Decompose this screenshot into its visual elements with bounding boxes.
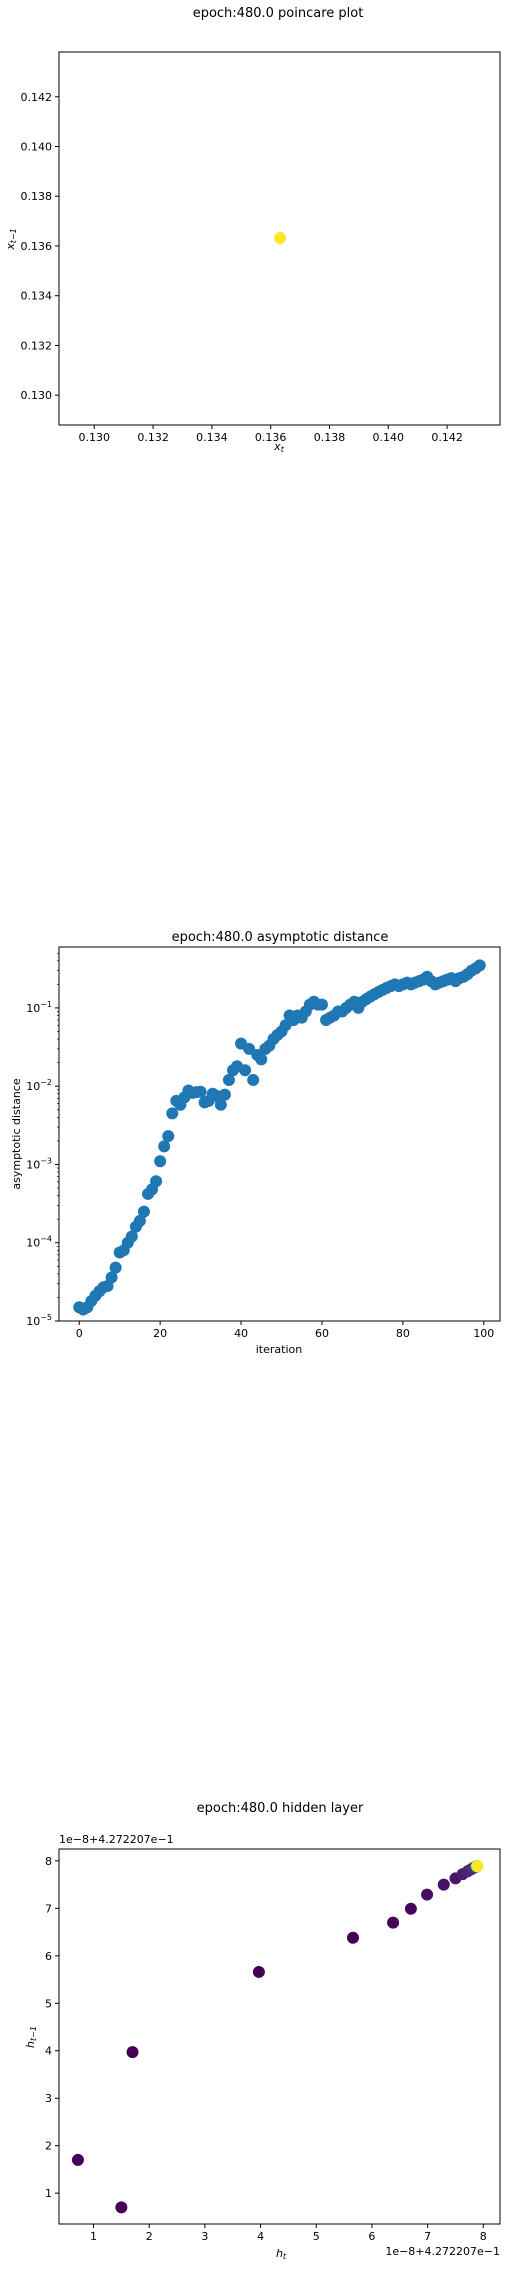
asymptotic-y-tick-label: 10−5 <box>26 1313 52 1328</box>
poincare-y-tick-label: 0.142 <box>21 91 53 104</box>
hidden-y-ticks: 1 2 3 4 5 6 7 8 <box>45 1855 59 2200</box>
asymptotic-point <box>166 1107 179 1120</box>
asymptotic-y-tick-label: 10−1 <box>26 1000 52 1015</box>
hidden-x-tick-label: 2 <box>146 2230 153 2243</box>
hidden-y-tick-label: 8 <box>45 1855 52 1868</box>
hidden-point <box>115 2201 128 2214</box>
hidden-y-tick-label: 6 <box>45 1950 52 1963</box>
asymptotic-y-tick-label: 10−3 <box>26 1156 52 1171</box>
poincare-y-tick-label: 0.140 <box>21 140 53 153</box>
asymptotic-point <box>125 1230 138 1243</box>
hidden-layer-chart: epoch:480.0 hidden layer 1e−8+4.272207e−… <box>24 1801 501 2261</box>
asymptotic-x-ticks: 0 20 40 60 80 100 <box>76 1321 494 1340</box>
poincare-x-tick-label: 0.136 <box>255 431 287 444</box>
asymptotic-point <box>222 1073 235 1086</box>
poincare-point <box>274 232 287 245</box>
hidden-y-tick-label: 3 <box>45 2092 52 2105</box>
asymptotic-point <box>158 1140 171 1153</box>
poincare-x-tick-label: 0.132 <box>137 431 169 444</box>
hidden-x-offset-label: 1e−8+4.272207e−1 <box>385 2245 500 2258</box>
hidden-point <box>71 2153 84 2166</box>
hidden-y-tick-label: 5 <box>45 1997 52 2010</box>
hidden-point <box>252 1965 265 1978</box>
asymptotic-y-ticks: 10−5 10−4 10−3 10−2 10−1 <box>26 952 59 1328</box>
poincare-y-tick-label: 0.132 <box>21 339 53 352</box>
asymptotic-point <box>218 1088 231 1101</box>
hidden-x-tick-label: 1 <box>90 2230 97 2243</box>
asymptotic-point <box>239 1064 252 1077</box>
poincare-title: epoch:480.0 poincare plot <box>193 6 364 21</box>
asymptotic-y-tick-label: 10−2 <box>26 1078 52 1093</box>
hidden-axes-frame <box>58 1848 501 2225</box>
poincare-y-ticks: 0.130 0.132 0.134 0.136 0.138 0.140 0.142 <box>21 91 59 402</box>
poincare-y-tick-label: 0.138 <box>21 190 53 203</box>
hidden-point <box>421 1888 434 1901</box>
asymptotic-point <box>109 1261 122 1274</box>
hidden-point <box>404 1902 417 1915</box>
asymptotic-point <box>137 1205 150 1218</box>
hidden-x-tick-label: 3 <box>201 2230 208 2243</box>
hidden-y-tick-label: 4 <box>45 2045 52 2058</box>
asymptotic-point <box>214 1098 227 1111</box>
asymptotic-ylabel: asymptotic distance <box>10 1078 23 1189</box>
hidden-x-ticks: 1 2 3 4 5 6 7 8 <box>90 2224 487 2243</box>
poincare-x-tick-label: 0.134 <box>196 431 228 444</box>
hidden-x-tick-label: 7 <box>424 2230 431 2243</box>
hidden-y-offset-label: 1e−8+4.272207e−1 <box>59 1833 174 1846</box>
asymptotic-x-tick-label: 100 <box>473 1327 494 1340</box>
asymptotic-point <box>133 1214 146 1227</box>
asymptotic-x-tick-label: 80 <box>396 1327 410 1340</box>
hidden-title: epoch:480.0 hidden layer <box>197 1801 364 1816</box>
asymptotic-point <box>105 1271 118 1284</box>
hidden-ylabel: ht−1 <box>24 2026 38 2048</box>
poincare-axes-frame <box>58 51 501 426</box>
poincare-points <box>274 232 287 245</box>
hidden-point <box>471 1860 484 1873</box>
asymptotic-point <box>255 1053 268 1066</box>
poincare-x-tick-label: 0.140 <box>373 431 405 444</box>
hidden-point <box>347 1931 359 1944</box>
poincare-xlabel: xt <box>273 440 285 454</box>
poincare-x-tick-label: 0.142 <box>431 431 463 444</box>
hidden-points <box>71 1860 484 2214</box>
asymptotic-x-tick-label: 40 <box>234 1327 248 1340</box>
asymptotic-xlabel: iteration <box>256 1343 302 1356</box>
asymptotic-axes-frame <box>58 946 501 1322</box>
hidden-xlabel: ht <box>276 2247 287 2261</box>
asymptotic-point <box>154 1155 167 1168</box>
hidden-y-tick-label: 7 <box>45 1902 52 1915</box>
asymptotic-chart: epoch:480.0 asymptotic distance 0 20 40 60 8… <box>10 930 501 1356</box>
poincare-chart: epoch:480.0 poincare plot 0.130 0.132 0.13… <box>4 6 501 454</box>
asymptotic-x-tick-label: 0 <box>76 1327 83 1340</box>
hidden-x-tick-label: 5 <box>313 2230 320 2243</box>
poincare-y-tick-label: 0.130 <box>21 389 53 402</box>
asymptotic-y-tick-label: 10−4 <box>26 1235 52 1250</box>
asymptotic-point <box>473 959 486 972</box>
hidden-point <box>126 2046 139 2059</box>
asymptotic-point <box>315 998 328 1011</box>
asymptotic-points <box>73 959 486 1316</box>
hidden-point <box>387 1916 400 1929</box>
poincare-ylabel: xt−1 <box>4 228 18 250</box>
hidden-point <box>437 1878 450 1891</box>
asymptotic-point <box>150 1175 163 1188</box>
hidden-x-tick-label: 6 <box>368 2230 375 2243</box>
asymptotic-x-tick-label: 60 <box>315 1327 329 1340</box>
poincare-x-ticks: 0.130 0.132 0.134 0.136 0.138 0.140 0.142 <box>79 425 463 444</box>
hidden-x-tick-label: 4 <box>257 2230 264 2243</box>
poincare-x-tick-label: 0.138 <box>314 431 346 444</box>
asymptotic-point <box>194 1085 207 1098</box>
asymptotic-x-tick-label: 20 <box>153 1327 167 1340</box>
asymptotic-title: epoch:480.0 asymptotic distance <box>172 930 389 945</box>
asymptotic-point <box>162 1130 175 1143</box>
asymptotic-point <box>243 1042 256 1055</box>
poincare-x-tick-label: 0.130 <box>79 431 111 444</box>
poincare-y-tick-label: 0.136 <box>21 240 53 253</box>
asymptotic-point <box>247 1073 260 1086</box>
poincare-y-tick-label: 0.134 <box>21 290 53 303</box>
hidden-y-tick-label: 2 <box>45 2140 52 2153</box>
hidden-x-tick-label: 8 <box>480 2230 487 2243</box>
hidden-y-tick-label: 1 <box>45 2187 52 2200</box>
